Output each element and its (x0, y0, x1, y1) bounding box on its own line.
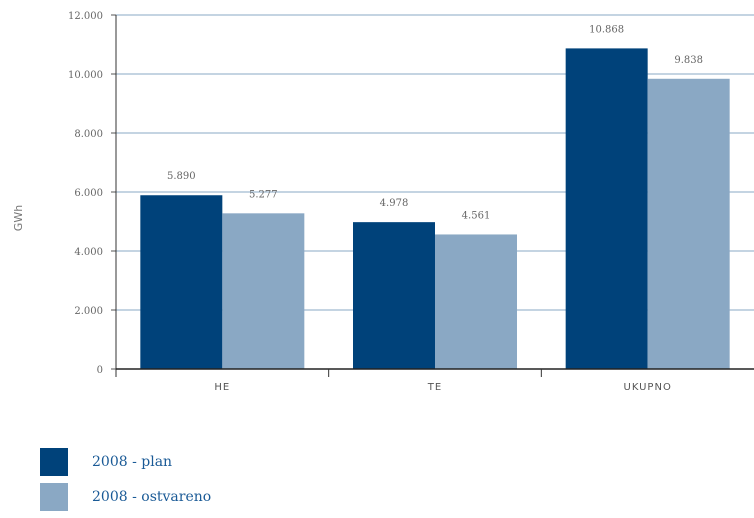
bars (140, 48, 730, 370)
y-tick-label: 0 (97, 365, 103, 376)
bar-ukupno-plan (565, 48, 648, 369)
x-tick-label: UKUPNO (624, 382, 672, 393)
legend-swatch-ostvareno (40, 483, 68, 511)
y-tick-label: 4.000 (74, 247, 103, 258)
legend-item-plan: 2008 - plan (40, 448, 211, 476)
y-tick-label: 8.000 (74, 129, 103, 140)
y-tick-label: 10.000 (68, 70, 103, 81)
bar-te-ostvareno (435, 234, 517, 369)
bar-he-ostvareno (222, 213, 305, 369)
y-axis-label: GWh (12, 205, 25, 231)
legend-swatch-plan (40, 448, 68, 476)
data-label: 5.277 (249, 189, 278, 200)
bar-ukupno-ostvareno (647, 78, 730, 370)
legend-label-ostvareno: 2008 - ostvareno (92, 489, 212, 505)
data-label: 10.868 (589, 24, 624, 35)
data-label: 5.890 (167, 171, 196, 182)
data-label: 4.561 (462, 210, 491, 221)
data-label: 4.978 (380, 198, 409, 209)
x-tick-label: TE (427, 382, 442, 393)
x-tick-label: HE (214, 382, 230, 393)
legend: 2008 - plan 2008 - ostvareno (40, 448, 211, 518)
bar-he-plan (140, 195, 223, 369)
legend-item-ostvareno: 2008 - ostvareno (40, 483, 211, 511)
x-axis: HE TE UKUPNO (115, 15, 754, 393)
legend-label-plan: 2008 - plan (92, 454, 173, 470)
y-tick-label: 2.000 (74, 306, 103, 317)
y-axis-ticks: 0 2.000 4.000 6.000 8.000 10.000 12.000 (68, 11, 116, 376)
bar-te-plan (353, 222, 435, 369)
data-label: 9.838 (674, 55, 703, 66)
y-tick-label: 12.000 (68, 11, 103, 22)
data-labels: 5.890 5.277 4.978 4.561 10.868 9.838 (167, 24, 703, 221)
y-tick-label: 6.000 (74, 188, 103, 199)
